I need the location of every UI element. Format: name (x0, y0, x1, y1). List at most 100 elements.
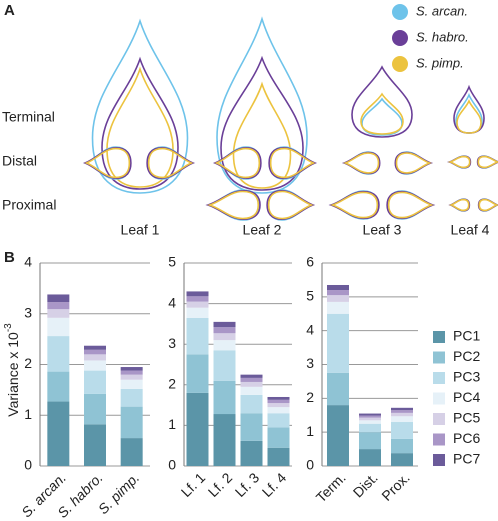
leaf-outline (447, 155, 471, 169)
bar-segment (47, 317, 70, 337)
leaf-outline (269, 146, 316, 180)
bar-segment (327, 405, 349, 466)
legend-swatch (433, 351, 445, 364)
leaf-outline (214, 147, 261, 179)
bar-segment (267, 447, 290, 466)
bar-segment (359, 417, 381, 421)
bar-segment (240, 440, 263, 466)
bar-segment (186, 296, 209, 302)
leaf-outline (220, 55, 304, 191)
bar-segment (84, 345, 106, 350)
legend-swatch (433, 413, 445, 425)
legend-label: S. habro. (416, 29, 469, 44)
bar-segment (327, 295, 349, 302)
bar-segment (120, 370, 143, 375)
leaf-outline (351, 65, 413, 138)
legend-swatch (433, 372, 445, 384)
leaf-outline (394, 151, 434, 175)
bar-segment (391, 438, 413, 454)
y-tick-label: 1 (306, 423, 314, 439)
leaf-outline (477, 155, 498, 169)
bar-segment (84, 354, 106, 361)
y-label-text: Variance x 10 (5, 332, 21, 417)
legend-label: PC7 (453, 451, 480, 467)
bar-segment (391, 410, 413, 413)
bar-segment (47, 371, 70, 402)
y-tick-label: 4 (24, 254, 32, 270)
legend-label: PC3 (453, 369, 480, 385)
y-tick-label: 5 (168, 254, 176, 270)
leaf-outline (268, 146, 318, 180)
leaf-outline (267, 190, 314, 220)
leaf-outline (395, 152, 432, 174)
bar-segment (47, 401, 70, 466)
leaf-outline (387, 191, 434, 219)
bar-segment (84, 393, 106, 425)
bar-segment (359, 413, 381, 416)
y-tick-label: 1 (24, 406, 32, 422)
column-label: Leaf 2 (243, 222, 282, 238)
legend-label: S. pimp. (416, 55, 464, 70)
row-label: Distal (2, 153, 37, 169)
bar-segment (213, 321, 236, 328)
y-tick-label: 5 (306, 288, 314, 304)
bar-segment (267, 427, 290, 448)
legend-label: PC2 (453, 348, 480, 364)
leaf-outline (267, 189, 315, 221)
x-tick-label: Lf. 1 (178, 469, 209, 500)
bar-segment (240, 394, 263, 414)
leaf-outline (269, 147, 316, 179)
bar-segment (213, 380, 236, 415)
bar-segment (327, 313, 349, 373)
bar-segment (359, 415, 381, 418)
legend-swatch (392, 30, 408, 46)
bar-segment (327, 301, 349, 314)
bar-segment (391, 407, 413, 411)
bar-segment (391, 453, 413, 466)
leaf-outline (386, 190, 436, 220)
leaf-outline (360, 92, 404, 135)
bar-segment (240, 374, 263, 378)
bar-segment (84, 360, 106, 371)
legend-label: S. arcan. (416, 3, 468, 18)
leaf-outline (342, 151, 380, 175)
leaf-outline (207, 190, 260, 220)
bar-segment (391, 422, 413, 439)
bar-segment (186, 354, 209, 393)
leaf-outline (232, 81, 292, 189)
bar-segment (186, 301, 209, 308)
bar-segment (120, 438, 143, 466)
bar-segment (186, 317, 209, 355)
bar-segment (47, 309, 70, 318)
bar-segment (120, 379, 143, 389)
bar-segment (47, 294, 70, 303)
row-label: Proximal (2, 197, 56, 213)
bar-segment (327, 372, 349, 406)
bar-segment (186, 291, 209, 297)
y-tick-label: 0 (168, 457, 176, 473)
bar-segment (267, 403, 290, 408)
bar-segment (359, 423, 381, 433)
x-tick-label: Lf. 2 (205, 469, 236, 500)
bar-segment (213, 333, 236, 341)
y-label-exponent: -3 (3, 323, 14, 332)
x-tick-label: Dist. (350, 469, 381, 500)
leaf-outline (341, 151, 381, 175)
y-axis-label: Variance x 10-3 (3, 323, 21, 417)
bar-segment (213, 327, 236, 334)
x-tick-label: S. pimp. (95, 469, 143, 517)
leaf-outline (330, 191, 379, 219)
y-tick-label: 6 (306, 254, 314, 270)
bar-segment (240, 413, 263, 441)
bar-segment (186, 392, 209, 466)
leaf-outline (206, 189, 260, 221)
bar-segment (267, 396, 290, 400)
leaf-outline (448, 198, 470, 212)
bar-segment (391, 416, 413, 423)
panel-label: A (4, 2, 15, 19)
y-tick-label: 2 (306, 389, 314, 405)
legend-label: PC6 (453, 430, 480, 446)
y-tick-label: 4 (168, 294, 176, 310)
column-label: Leaf 4 (451, 222, 490, 238)
bar-segment (47, 302, 70, 310)
